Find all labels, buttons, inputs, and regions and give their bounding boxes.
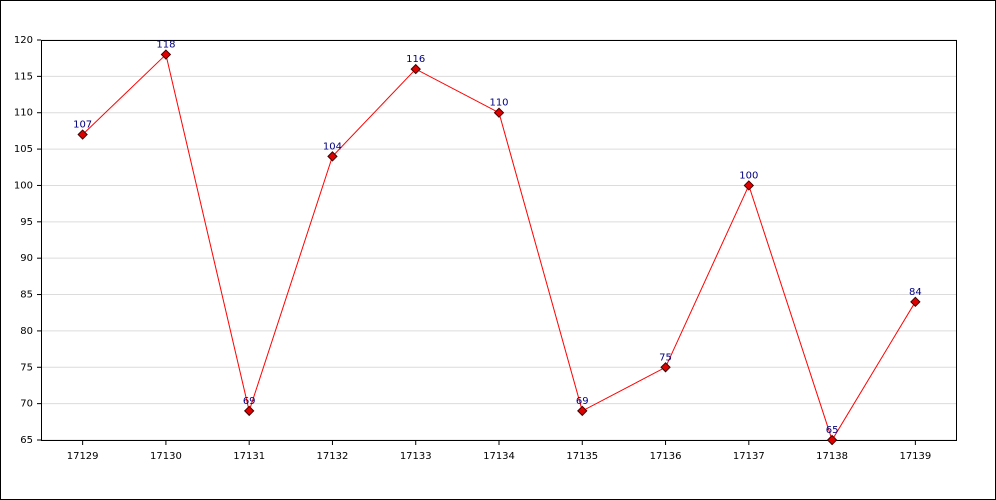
x-tick-label: 17139: [899, 451, 931, 462]
y-tick-label: 90: [20, 253, 33, 264]
data-label: 118: [156, 40, 175, 51]
x-tick-label: 17129: [67, 451, 99, 462]
marker: [410, 63, 421, 75]
marker: [743, 180, 755, 191]
marker: [243, 405, 255, 417]
data-label: 100: [739, 170, 758, 181]
y-tick-label: 80: [20, 326, 33, 337]
data-label: 69: [576, 396, 589, 407]
x-tick-label: 17132: [317, 451, 349, 462]
y-tick-label: 115: [14, 71, 33, 82]
marker: [826, 434, 838, 446]
marker: [77, 129, 88, 140]
marker: [327, 151, 338, 162]
x-tick-label: 17130: [150, 451, 182, 462]
x-tick-label: 17134: [483, 451, 515, 462]
data-label: 65: [826, 425, 839, 436]
x-tick-label: 17138: [816, 451, 848, 462]
y-tick-label: 95: [20, 217, 33, 228]
x-tick-label: 17131: [233, 451, 265, 462]
grid: [41, 39, 957, 441]
data-label: 75: [659, 352, 672, 363]
data-label: 69: [243, 396, 256, 407]
x-tick-label: 17133: [400, 451, 432, 462]
y-tick-label: 110: [14, 108, 33, 119]
data-label: 104: [323, 141, 342, 152]
y-tick-label: 65: [20, 435, 33, 446]
x-tick-label: 17136: [650, 451, 682, 462]
marker: [660, 362, 671, 373]
y-tick-label: 105: [14, 144, 33, 155]
plot-area: [41, 40, 957, 440]
data-label: 107: [73, 120, 92, 131]
x-tick-label: 17137: [733, 451, 765, 462]
data-label: 116: [406, 54, 425, 65]
y-tick-label: 75: [20, 362, 33, 373]
marker: [160, 49, 172, 60]
marker: [910, 296, 921, 308]
y-tick-label: 85: [20, 290, 33, 301]
data-label: 84: [909, 287, 922, 298]
x-tick-label: 17135: [566, 451, 598, 462]
y-tick-label: 120: [14, 35, 33, 46]
y-tick-label: 100: [14, 180, 33, 191]
data-label: 110: [489, 98, 508, 109]
marker: [493, 107, 505, 118]
marker: [577, 405, 588, 417]
y-tick-label: 70: [20, 399, 33, 410]
